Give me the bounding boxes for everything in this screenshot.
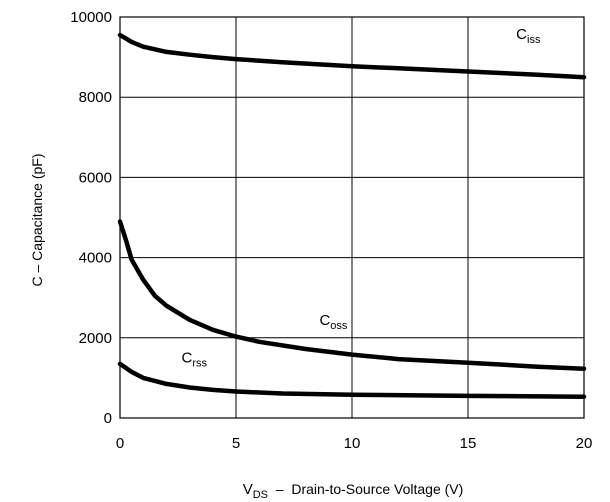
series-lines [117, 32, 587, 399]
series-line-crss [117, 361, 587, 399]
grid-lines [120, 17, 584, 418]
x-tick-label: 20 [576, 435, 593, 452]
y-tick-label: 10000 [70, 9, 112, 26]
x-axis-label: VDS – Drain-to-Source Voltage (V) [243, 481, 464, 501]
y-axis-label: C – Capacitance (pF) [29, 153, 45, 286]
plot-frame [119, 16, 585, 419]
x-tick-label: 10 [344, 435, 361, 452]
tick-labels: 0 5 10 15 20 0 2000 4000 6000 8000 10000 [70, 9, 592, 452]
x-tick-label: 15 [460, 435, 477, 452]
y-tick-label: 4000 [79, 250, 112, 267]
series-labels: Ciss Coss Crss [181, 26, 540, 370]
series-line-ciss [117, 32, 587, 80]
series-label-ciss: Ciss [516, 26, 541, 46]
series-line-coss [117, 219, 587, 371]
y-tick-label: 6000 [79, 169, 112, 186]
x-tick-label: 0 [116, 435, 124, 452]
x-axis-label-prefix: V [243, 481, 253, 498]
y-tick-label: 2000 [79, 330, 112, 347]
series-label-crss: Crss [181, 350, 207, 370]
series-label-coss: Coss [319, 312, 347, 332]
x-axis-label-subscript: DS [253, 489, 268, 501]
x-axis-label-rest: – Drain-to-Source Voltage (V) [268, 481, 463, 497]
x-tick-label: 5 [232, 435, 240, 452]
y-tick-label: 0 [104, 410, 112, 427]
y-tick-label: 8000 [79, 89, 112, 106]
